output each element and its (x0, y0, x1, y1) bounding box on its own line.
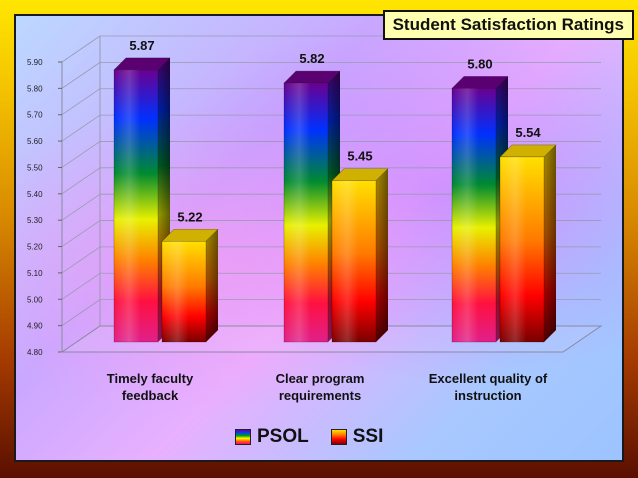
grid-diagonal (61, 35, 101, 63)
legend-label-ssi: SSI (352, 426, 384, 447)
data-label-ssi-2: 5.54 (515, 125, 541, 140)
y-tick-label: 5.60 (27, 137, 43, 146)
grid-diagonal (61, 62, 101, 89)
grid-diagonal (61, 141, 101, 168)
grid-diagonal (61, 246, 101, 274)
x-category-label-line: Timely faculty (106, 371, 194, 386)
legend-item-ssi: SSI (330, 426, 384, 448)
y-tick-label: 5.00 (27, 295, 43, 304)
bar-shine-ssi-2 (500, 156, 544, 342)
grid-diagonal (61, 167, 101, 195)
y-tick-label: 5.90 (27, 58, 43, 67)
bar-side-shade-ssi-0 (206, 229, 218, 342)
x-category-label-line: Clear program (275, 371, 365, 386)
data-label-psol-2: 5.80 (467, 56, 492, 71)
bar-shine-ssi-0 (162, 241, 206, 342)
bar-shine-psol-2 (452, 88, 496, 342)
y-tick-label: 5.40 (27, 190, 43, 199)
legend-swatch-psol (235, 429, 251, 445)
legend: PSOL SSI (235, 426, 397, 448)
y-tick-label: 4.80 (27, 348, 43, 357)
legend-label-psol: PSOL (257, 426, 309, 447)
data-label-psol-1: 5.82 (299, 51, 324, 66)
y-tick-label: 4.90 (27, 322, 43, 331)
y-tick-label: 5.20 (27, 243, 43, 252)
y-tick-label: 5.10 (27, 269, 43, 278)
grid-diagonal (61, 220, 101, 247)
grid-diagonal (61, 272, 101, 300)
x-category-label-line: Excellent quality of (428, 371, 548, 386)
x-category-label-line: instruction (454, 388, 522, 403)
x-category-label: Excellent quality of instruction (413, 370, 563, 404)
x-category-label: Timely faculty feedback (75, 370, 225, 404)
bar-shine-psol-1 (284, 83, 328, 342)
grid-diagonal (61, 88, 101, 116)
data-label-ssi-1: 5.45 (347, 149, 372, 164)
chart-title: Student Satisfaction Ratings (382, 10, 634, 40)
x-category-label-line: feedback (121, 388, 179, 403)
grid-diagonal (61, 193, 101, 221)
legend-swatch-ssi (330, 429, 347, 445)
grid-diagonal (61, 299, 101, 326)
y-tick-label: 5.30 (27, 216, 43, 225)
bar-side-shade-ssi-1 (376, 168, 388, 342)
bar-shine-ssi-1 (332, 180, 376, 342)
bar-side-shade-ssi-2 (544, 144, 556, 342)
y-tick-label: 5.70 (27, 111, 43, 120)
y-tick-label: 5.50 (27, 163, 43, 172)
bar-shine-psol-0 (114, 69, 158, 342)
grid-diagonal (61, 114, 101, 142)
x-category-label-line: requirements (278, 388, 362, 403)
y-tick-label: 5.80 (27, 84, 43, 93)
data-label-ssi-0: 5.22 (177, 209, 202, 224)
data-label-psol-0: 5.87 (129, 38, 154, 53)
x-category-label: Clear program requirements (245, 370, 395, 404)
legend-item-psol: PSOL (235, 426, 309, 448)
